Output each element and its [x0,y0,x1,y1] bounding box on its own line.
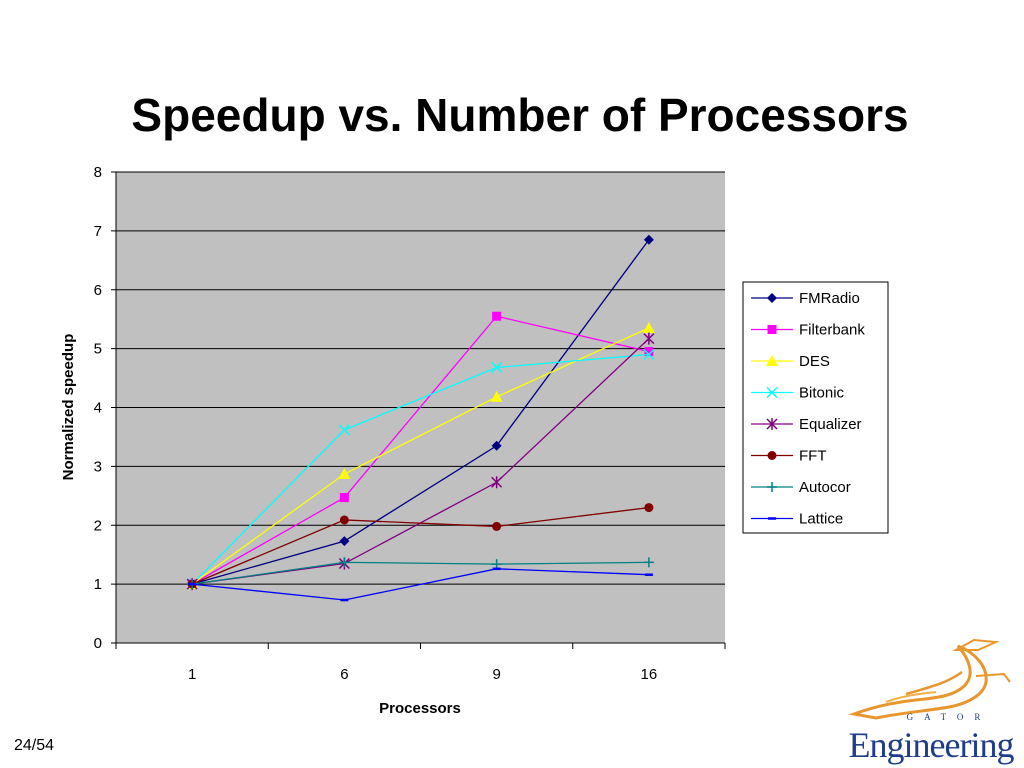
gator-engineering-logo: GATOR Engineering [846,636,1016,766]
legend-label: Filterbank [799,322,865,339]
legend-label: FFT [799,448,827,465]
data-point-bitonic [491,361,503,373]
x-tick-label: 9 [492,666,500,683]
marker-shape [766,386,778,399]
legend-item-bitonic: Bitonic [751,385,845,402]
series-line-fft [191,506,649,585]
legend-label: DES [799,353,830,370]
marker-shape [492,521,502,531]
y-tick-label: 6 [94,282,102,299]
legend-marker [766,355,778,366]
marker-shape [338,424,350,436]
marker-shape [339,536,350,547]
y-tick-label: 0 [94,635,102,652]
marker-shape [338,468,351,480]
data-point-filterbank [492,311,502,321]
marker-shape [491,361,503,373]
data-point-des [642,322,655,334]
data-point-fft [644,503,654,513]
series-line-des [191,327,650,585]
marker-shape [492,311,502,321]
y-tick-label: 8 [94,164,102,181]
page-number: 24/54 [14,737,55,754]
gator-icon [848,638,1011,720]
y-axis-label: Normalized speedup [60,334,77,481]
legend-label: FMRadio [799,290,860,307]
series-lines [186,234,655,602]
legend-label: Lattice [799,511,843,528]
x-tick-label: 6 [340,666,348,683]
legend-label: Equalizer [799,416,862,433]
legend-item-fft: FFT [751,448,827,465]
legend-item-autocor: Autocor [751,479,851,496]
marker-shape [767,293,777,303]
legend-item-fmradio: FMRadio [751,290,860,307]
data-point-fft [492,521,502,531]
x-axis-label: Processors [379,700,461,717]
legend-label: Autocor [799,479,851,496]
data-point-filterbank [339,493,349,503]
legend-marker [766,386,778,399]
marker-shape [767,451,777,460]
data-point-fft [339,515,349,525]
data-point-bitonic [643,348,655,361]
marker-shape [339,493,349,503]
data-point-des [338,468,351,480]
x-tick-label: 16 [641,666,658,683]
series-line-lattice [192,568,649,601]
legend-marker [767,293,777,303]
y-tick-label: 3 [94,458,102,475]
y-tick-label: 5 [94,341,102,358]
logo-wordmark: Engineering [848,725,1015,765]
chart-legend: FMRadio Filterbank DES Bitonic Equalizer FFT A… [742,281,889,534]
slide-title: Speedup vs. Number of Processors [131,89,909,141]
data-point-equalizer [643,332,655,345]
data-point-fmradio [339,536,350,547]
data-point-autocor [643,557,654,568]
series-line-filterbank [191,315,650,585]
marker-shape [644,347,654,357]
data-point-des [490,390,503,402]
data-point-filterbank [644,347,654,357]
y-tick-label: 2 [94,517,102,534]
marker-shape [766,355,778,366]
legend-item-des: DES [751,353,830,370]
legend-item-filterbank: Filterbank [751,322,865,339]
legend-box [742,281,889,534]
data-point-fmradio [643,234,654,245]
marker-shape [643,348,655,361]
logo-subtext: GATOR [906,712,992,722]
legend-item-lattice: Lattice [751,511,843,528]
marker-shape [491,440,502,451]
data-point-fmradio [491,440,502,451]
legend-marker [767,451,777,460]
data-point-autocor [491,559,502,570]
marker-shape [642,322,655,334]
series-line-fmradio [191,239,650,585]
series-line-autocor [192,561,649,585]
legend-marker [767,482,777,492]
series-line-bitonic [191,353,649,585]
marker-shape [767,325,777,334]
data-point-bitonic [338,424,350,436]
data-point-autocor [339,557,350,568]
marker-shape [490,390,503,402]
data-point-equalizer [491,476,503,489]
legend-marker [767,325,777,334]
x-tick-label: 1 [188,666,196,683]
marker-shape [643,234,654,245]
legend-item-equalizer: Equalizer [751,416,862,433]
legend-marker [766,418,778,430]
y-tick-label: 7 [94,223,102,240]
gridlines [116,171,725,585]
marker-shape [339,515,349,525]
y-tick-label: 4 [94,400,102,417]
y-tick-label: 1 [94,576,102,593]
marker-shape [644,503,654,513]
legend-label: Bitonic [799,385,845,402]
